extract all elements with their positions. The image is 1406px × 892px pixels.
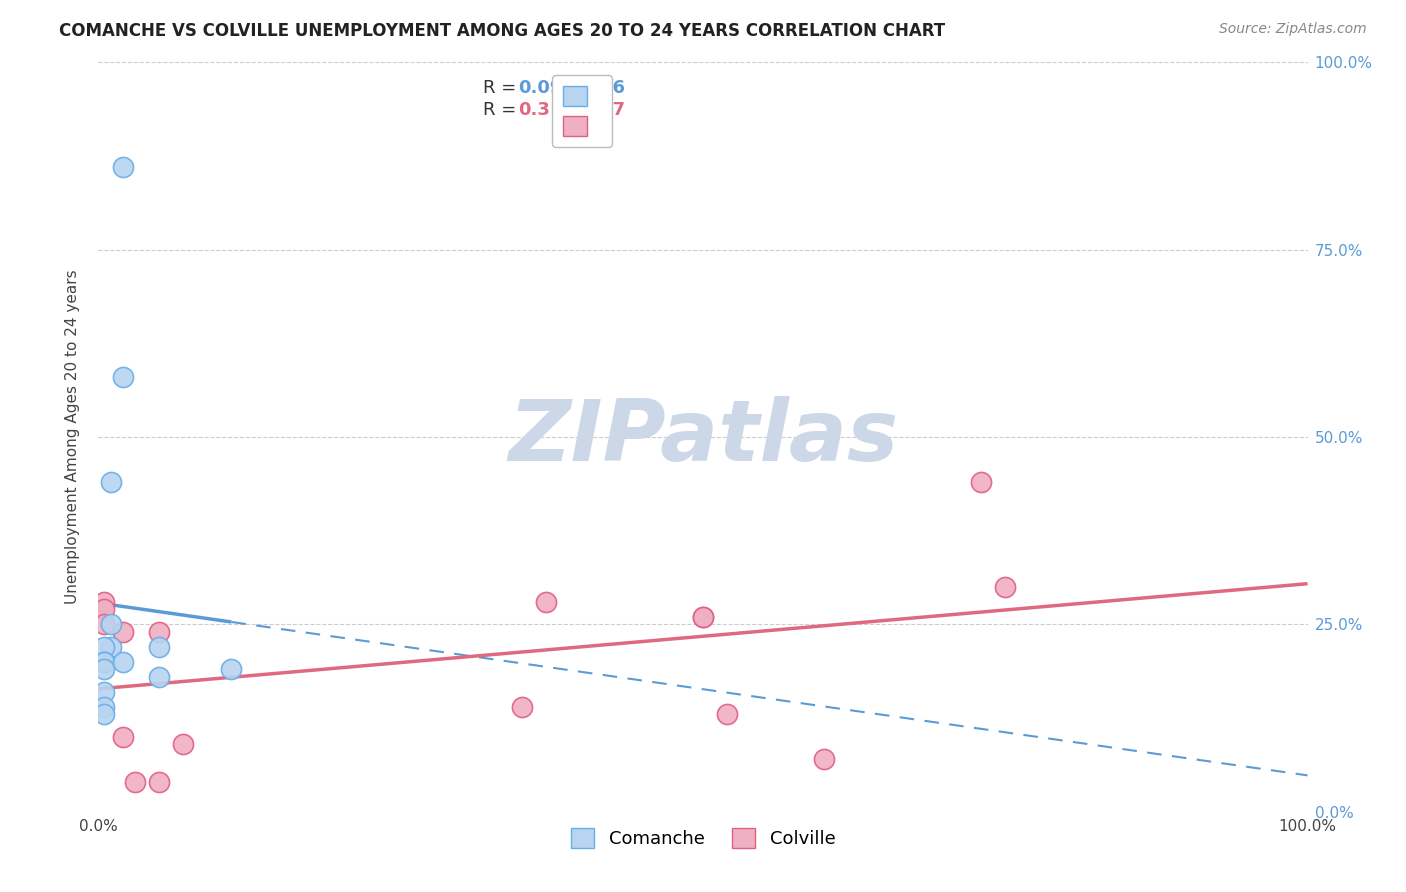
- Point: [93, 655, 115, 669]
- Point: [970, 475, 993, 489]
- Point: [93, 602, 115, 616]
- Text: R =: R =: [482, 102, 527, 120]
- Point: [93, 685, 115, 699]
- Point: [716, 707, 738, 722]
- Point: [692, 610, 714, 624]
- Text: 16: 16: [602, 78, 627, 97]
- Point: [148, 640, 170, 654]
- Point: [148, 670, 170, 684]
- Point: [93, 707, 115, 722]
- Text: 0.092: 0.092: [517, 78, 575, 97]
- Point: [148, 624, 170, 639]
- Point: [510, 699, 533, 714]
- Point: [534, 595, 557, 609]
- Y-axis label: Unemployment Among Ages 20 to 24 years: Unemployment Among Ages 20 to 24 years: [65, 269, 80, 605]
- Point: [172, 737, 194, 751]
- Point: [124, 774, 146, 789]
- Text: ZIPatlas: ZIPatlas: [508, 395, 898, 479]
- Text: N =: N =: [565, 78, 617, 97]
- Point: [111, 624, 134, 639]
- Text: COMANCHE VS COLVILLE UNEMPLOYMENT AMONG AGES 20 TO 24 YEARS CORRELATION CHART: COMANCHE VS COLVILLE UNEMPLOYMENT AMONG …: [59, 22, 945, 40]
- Point: [100, 475, 122, 489]
- Point: [100, 640, 122, 654]
- Point: [692, 610, 714, 624]
- Text: N =: N =: [565, 102, 617, 120]
- Point: [93, 595, 115, 609]
- Point: [93, 655, 115, 669]
- Point: [221, 662, 243, 676]
- Point: [148, 774, 170, 789]
- Legend: Comanche, Colville: Comanche, Colville: [564, 821, 842, 855]
- Point: [93, 617, 115, 632]
- Point: [111, 730, 134, 744]
- Text: 0.311: 0.311: [517, 102, 575, 120]
- Text: R =: R =: [482, 78, 522, 97]
- Point: [93, 699, 115, 714]
- Point: [93, 640, 115, 654]
- Point: [111, 370, 134, 384]
- Point: [111, 161, 134, 175]
- Point: [100, 617, 122, 632]
- Text: Source: ZipAtlas.com: Source: ZipAtlas.com: [1219, 22, 1367, 37]
- Point: [93, 662, 115, 676]
- Point: [994, 580, 1017, 594]
- Point: [813, 752, 835, 766]
- Point: [111, 655, 134, 669]
- Text: 17: 17: [602, 102, 627, 120]
